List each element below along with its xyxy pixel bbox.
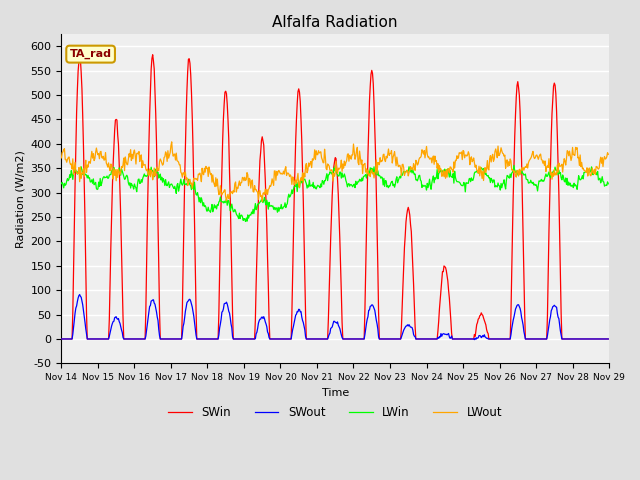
SWin: [418, 336, 426, 342]
LWout: [67, 161, 75, 167]
LWout: [58, 155, 65, 161]
SWin: [604, 336, 612, 342]
LWin: [510, 163, 518, 168]
Legend: SWin, SWout, LWin, LWout: SWin, SWout, LWin, LWout: [164, 401, 507, 423]
SWin: [67, 336, 75, 342]
LWin: [402, 168, 410, 174]
LWout: [403, 168, 411, 173]
SWout: [604, 336, 612, 342]
LWin: [58, 181, 65, 187]
LWout: [168, 139, 175, 145]
SWin: [209, 336, 216, 342]
LWin: [418, 185, 426, 191]
SWin: [58, 336, 65, 342]
X-axis label: Time: Time: [322, 388, 349, 397]
SWout: [76, 292, 83, 298]
SWout: [180, 321, 188, 326]
SWin: [149, 52, 157, 58]
Line: SWout: SWout: [61, 295, 608, 340]
LWout: [604, 152, 612, 157]
Y-axis label: Radiation (W/m2): Radiation (W/m2): [15, 150, 25, 248]
SWout: [67, 336, 75, 342]
Line: LWin: LWin: [61, 166, 608, 221]
SWout: [125, 336, 132, 342]
LWout: [419, 148, 426, 154]
LWin: [604, 181, 612, 187]
LWout: [124, 162, 131, 168]
Line: LWout: LWout: [61, 142, 608, 202]
SWin: [180, 219, 188, 225]
LWin: [67, 168, 75, 173]
LWin: [242, 218, 250, 224]
LWout: [259, 199, 266, 204]
SWout: [470, 337, 478, 343]
SWin: [402, 219, 410, 225]
LWin: [124, 174, 131, 180]
LWin: [208, 202, 216, 207]
SWout: [402, 323, 410, 329]
Title: Alfalfa Radiation: Alfalfa Radiation: [273, 15, 398, 30]
SWin: [124, 336, 131, 342]
LWout: [209, 172, 216, 178]
LWout: [180, 170, 188, 176]
Text: TA_rad: TA_rad: [70, 49, 111, 59]
SWout: [209, 336, 216, 342]
SWout: [58, 336, 65, 342]
LWin: [179, 180, 187, 186]
Line: SWin: SWin: [61, 55, 608, 339]
SWout: [418, 336, 426, 342]
